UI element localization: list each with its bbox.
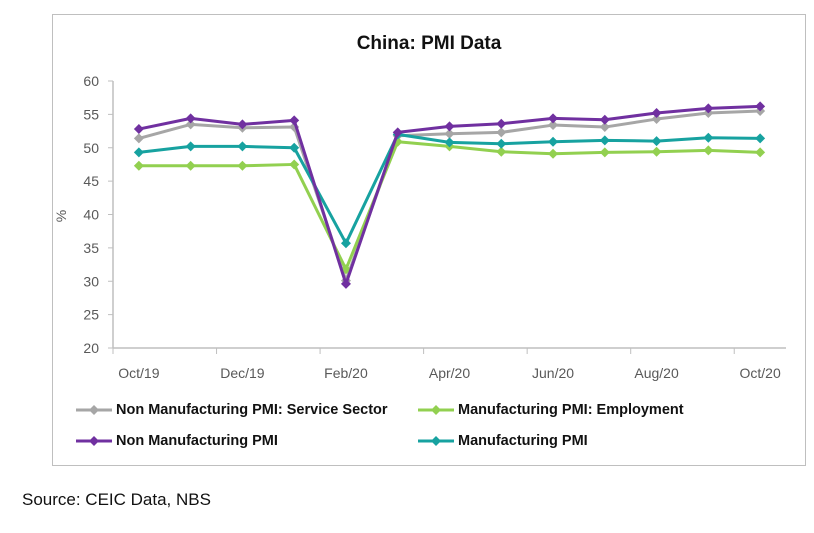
data-point xyxy=(133,124,144,135)
y-tick-label: 45 xyxy=(83,173,99,189)
y-tick-label: 40 xyxy=(83,207,99,223)
y-tick-label: 60 xyxy=(83,73,99,89)
legend-item-employment: Manufacturing PMI: Employment xyxy=(418,402,684,418)
x-tick-label: Oct/19 xyxy=(118,365,159,381)
data-point xyxy=(599,114,610,125)
data-point xyxy=(185,160,196,171)
data-point xyxy=(599,135,610,146)
data-point xyxy=(548,148,559,159)
data-point xyxy=(237,141,248,152)
y-tick-label: 25 xyxy=(83,307,99,323)
data-point xyxy=(289,115,300,126)
y-tick-label: 20 xyxy=(83,340,99,356)
data-point xyxy=(651,136,662,147)
legend-label: Manufacturing PMI xyxy=(458,433,588,449)
data-point xyxy=(703,145,714,156)
data-point xyxy=(651,108,662,119)
data-point xyxy=(392,127,403,138)
y-tick-label: 35 xyxy=(83,240,99,256)
data-point xyxy=(185,141,196,152)
data-point xyxy=(444,137,455,148)
y-tick-label: 50 xyxy=(83,140,99,156)
data-point xyxy=(548,113,559,124)
legend-item-service-sector: Non Manufacturing PMI: Service Sector xyxy=(76,402,388,418)
data-point xyxy=(289,142,300,153)
data-point xyxy=(755,147,766,158)
chart-title: China: PMI Data xyxy=(356,33,502,54)
data-point xyxy=(496,118,507,129)
data-point xyxy=(237,119,248,130)
x-tick-label: Oct/20 xyxy=(739,365,780,381)
data-point xyxy=(496,138,507,149)
x-tick-label: Feb/20 xyxy=(324,365,368,381)
data-point xyxy=(496,146,507,157)
source-note: Source: CEIC Data, NBS xyxy=(22,490,211,509)
y-axis-label: % xyxy=(53,210,69,222)
series-line-1 xyxy=(138,140,761,271)
y-tick-label: 55 xyxy=(83,106,99,122)
data-point xyxy=(599,147,610,158)
legend-item-non-manufacturing: Non Manufacturing PMI xyxy=(76,433,278,449)
data-point xyxy=(444,121,455,132)
data-point xyxy=(133,147,144,158)
data-point xyxy=(340,238,351,249)
data-point xyxy=(703,103,714,114)
data-point xyxy=(133,133,144,144)
legend-label: Manufacturing PMI: Employment xyxy=(458,402,684,418)
legend-marker xyxy=(418,436,454,446)
data-point xyxy=(548,136,559,147)
x-tick-label: Apr/20 xyxy=(429,365,470,381)
data-point xyxy=(755,101,766,112)
legend-item-manufacturing: Manufacturing PMI xyxy=(418,433,588,449)
x-tick-label: Jun/20 xyxy=(532,365,574,381)
legend-marker xyxy=(76,405,112,415)
data-point xyxy=(185,119,196,130)
legend-label: Non Manufacturing PMI xyxy=(116,433,278,449)
data-point xyxy=(651,146,662,157)
data-point xyxy=(237,160,248,171)
x-tick-label: Dec/19 xyxy=(220,365,265,381)
data-point xyxy=(444,128,455,139)
data-point xyxy=(703,132,714,143)
data-point xyxy=(289,159,300,170)
data-point xyxy=(651,114,662,125)
data-point xyxy=(599,122,610,133)
legend-marker xyxy=(76,436,112,446)
data-point xyxy=(548,120,559,131)
x-tick-label: Aug/20 xyxy=(634,365,679,381)
data-point xyxy=(496,127,507,138)
legend-marker xyxy=(418,405,454,415)
data-point xyxy=(340,278,351,289)
data-point xyxy=(185,113,196,124)
legend-label: Non Manufacturing PMI: Service Sector xyxy=(116,402,388,418)
y-tick-label: 30 xyxy=(83,273,99,289)
data-point xyxy=(755,133,766,144)
data-point xyxy=(133,160,144,171)
chart-frame xyxy=(52,14,806,466)
